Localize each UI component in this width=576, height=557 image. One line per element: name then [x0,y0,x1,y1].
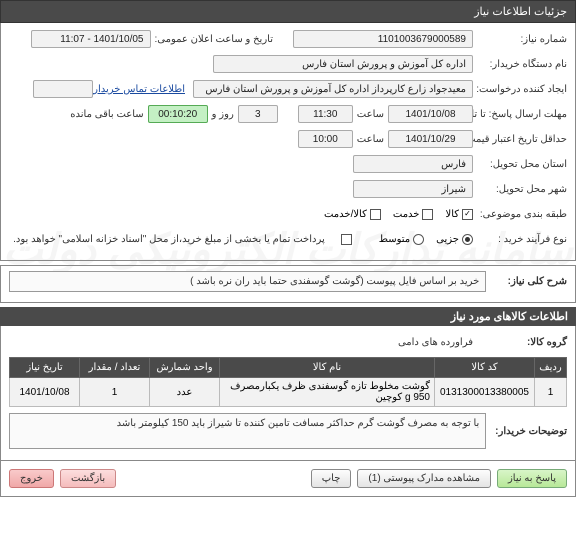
city-value: شیراز [353,180,473,198]
validity-date: 1401/10/29 [388,130,473,148]
items-table: ردیف کد کالا نام کالا واحد شمارش تعداد /… [9,357,567,407]
location-value: فارس [353,155,473,173]
items-body: گروه کالا: فراورده های دامی ردیف کد کالا… [0,326,576,461]
checkbox-icon [341,234,352,245]
th-4: تعداد / مقدار [80,358,150,378]
main-header: جزئیات اطلاعات نیاز [0,0,576,23]
detail-value: خرید بر اساس فایل پیوست (گوشت گوسفندی حت… [9,271,486,292]
location-label: استان محل تحویل: [477,159,567,170]
deadline-days: 3 [238,105,278,123]
requester-label: ایجاد کننده درخواست: [477,84,567,95]
announce-label: تاریخ و ساعت اعلان عمومی: [155,34,274,45]
back-button[interactable]: بازگشت [60,469,116,488]
cat-opt-2-label: کالا/خدمت [324,209,367,220]
td-0-4: 1 [80,378,150,407]
td-0-5: 1401/10/08 [10,378,80,407]
deadline-date: 1401/10/08 [388,105,473,123]
form-container: جزئیات اطلاعات نیاز شماره نیاز: 11010036… [0,0,576,497]
row-category: طبقه بندی موضوعی: ✓ کالا خدمت کالا/خدمت [9,204,567,224]
cat-opt-0[interactable]: ✓ کالا [445,209,473,220]
td-0-1: 0131300013380005 [435,378,535,407]
cat-opt-1[interactable]: خدمت [393,209,434,220]
deadline-label: مهلت ارسال پاسخ: تا تاریخ: [477,109,567,120]
row-deadline: مهلت ارسال پاسخ: تا تاریخ: 1401/10/08 سا… [9,104,567,124]
buytype-opt-0-label: جزیی [436,234,459,245]
td-0-2: گوشت مخلوط تازه گوسفندی ظرف یکبارمصرف 95… [220,378,435,407]
buytype-label: نوع فرآیند خرید : [477,234,567,245]
buyer-label: نام دستگاه خریدار: [477,59,567,70]
attachments-button[interactable]: مشاهده مدارک پیوستی (1) [357,469,491,488]
deadline-time: 11:30 [298,105,353,123]
button-bar: پاسخ به نیاز مشاهده مدارک پیوستی (1) چاپ… [0,461,576,497]
validity-label: حداقل تاریخ اعتبار قیمت: تا تاریخ: [477,134,567,145]
row-validity: حداقل تاریخ اعتبار قیمت: تا تاریخ: 1401/… [9,129,567,149]
buyer-value: اداره کل آموزش و پرورش استان فارس [213,55,473,73]
row-need-no: شماره نیاز: 1101003679000589 تاریخ و ساع… [9,29,567,49]
form-body: شماره نیاز: 1101003679000589 تاریخ و ساع… [0,23,576,261]
checkbox-icon [370,209,381,220]
row-location: استان محل تحویل: فارس [9,154,567,174]
group-label: گروه کالا: [477,337,567,348]
row-city: شهر محل تحویل: شیراز [9,179,567,199]
deadline-time-label: ساعت [357,109,384,120]
requester-value: معیدجواد زارع کارپرداز اداره کل آموزش و … [193,80,473,98]
th-3: واحد شمارش [150,358,220,378]
respond-button[interactable]: پاسخ به نیاز [497,469,567,488]
detail-section: شرح کلی نیاز: خرید بر اساس فایل پیوست (گ… [0,265,576,303]
row-buyer: نام دستگاه خریدار: اداره کل آموزش و پرور… [9,54,567,74]
buyernote-label: توضیحات خریدار: [490,426,567,437]
deadline-remain-label: ساعت باقی مانده [70,109,143,120]
print-button[interactable]: چاپ [311,469,352,488]
validity-time-label: ساعت [357,134,384,145]
group-value: فراورده های دامی [398,337,473,348]
table-row: 1 0131300013380005 گوشت مخلوط تازه گوسفن… [10,378,567,407]
buyernote-value: با توجه به مصرف گوشت گرم حداکثر مسافت تا… [9,413,486,449]
td-0-0: 1 [535,378,567,407]
row-buytype: نوع فرآیند خرید : جزیی متوسط پرداخت تمام… [9,229,567,249]
th-1: کد کالا [435,358,535,378]
buytype-note: پرداخت تمام یا بخشی از مبلغ خرید،از محل … [13,234,325,245]
need-no-value: 1101003679000589 [293,30,473,48]
td-0-3: عدد [150,378,220,407]
items-header: اطلاعات کالاهای مورد نیاز [0,307,576,326]
buytype-opt-0[interactable]: جزیی [436,234,473,245]
th-2: نام کالا [220,358,435,378]
validity-time: 10:00 [298,130,353,148]
note-check[interactable] [341,234,352,245]
checkbox-icon [422,209,433,220]
radio-icon [462,234,473,245]
detail-label: شرح کلی نیاز: [490,276,567,287]
cat-opt-1-label: خدمت [393,209,420,220]
buytype-opt-1[interactable]: متوسط [379,234,424,245]
exit-button[interactable]: خروج [9,469,54,488]
checkbox-icon: ✓ [462,209,473,220]
th-5: تاریخ نیاز [10,358,80,378]
row-requester: ایجاد کننده درخواست: معیدجواد زارع کارپر… [9,79,567,99]
contact-link[interactable]: اطلاعات تماس خریدار [93,84,185,95]
need-no-label: شماره نیاز: [477,34,567,45]
announce-value: 1401/10/05 - 11:07 [31,30,151,48]
deadline-countdown: 00:10:20 [148,105,208,123]
cat-opt-0-label: کالا [445,209,459,220]
table-header-row: ردیف کد کالا نام کالا واحد شمارش تعداد /… [10,358,567,378]
deadline-days-label: روز و [212,109,234,120]
th-0: ردیف [535,358,567,378]
buytype-opt-1-label: متوسط [379,234,410,245]
contact-value [33,80,93,98]
category-label: طبقه بندی موضوعی: [477,209,567,220]
city-label: شهر محل تحویل: [477,184,567,195]
radio-icon [413,234,424,245]
cat-opt-2[interactable]: کالا/خدمت [324,209,381,220]
